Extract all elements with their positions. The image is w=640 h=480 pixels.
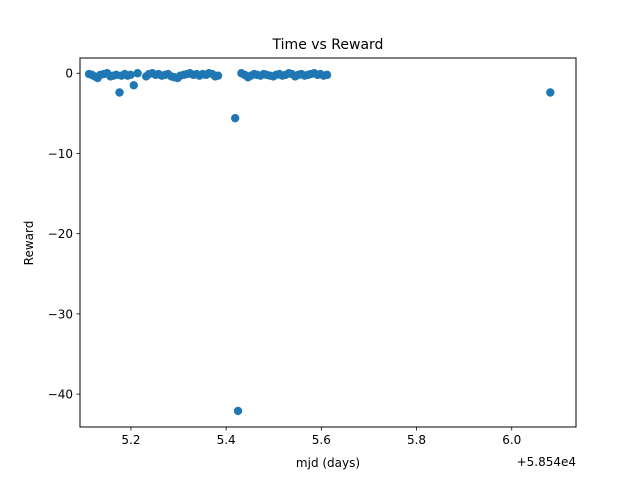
y-axis-ticks: 0 −10 −20 −30 −40: [48, 67, 80, 402]
data-point: [129, 81, 138, 90]
x-tick-label: 5.6: [312, 433, 331, 447]
data-point: [126, 70, 135, 80]
y-tick-label: −40: [48, 388, 73, 402]
x-axis-ticks: 5.2 5.4 5.6 5.8 6.0: [121, 427, 521, 447]
data-point: [133, 69, 142, 78]
data-point: [115, 88, 124, 97]
data-point: [546, 88, 555, 97]
x-tick-label: 5.2: [121, 433, 140, 447]
y-tick-label: 0: [65, 67, 73, 81]
data-point: [230, 113, 240, 123]
y-tick-label: −20: [48, 227, 73, 241]
x-axis-label: mjd (days): [296, 456, 360, 470]
axes-frame: [79, 57, 577, 428]
y-tick-label: −30: [48, 307, 73, 321]
data-point: [213, 71, 223, 80]
chart-title: Time vs Reward: [272, 37, 384, 53]
data-point: [322, 70, 332, 80]
x-tick-label: 6.0: [502, 433, 521, 447]
y-axis-label: Reward: [22, 221, 36, 266]
data-point: [233, 406, 243, 416]
x-tick-label: 5.4: [217, 433, 236, 447]
x-axis-offset-label: +5.854e4: [517, 455, 576, 469]
x-tick-label: 5.8: [407, 433, 426, 447]
y-tick-label: −10: [48, 147, 73, 161]
plot-area: [84, 69, 555, 416]
